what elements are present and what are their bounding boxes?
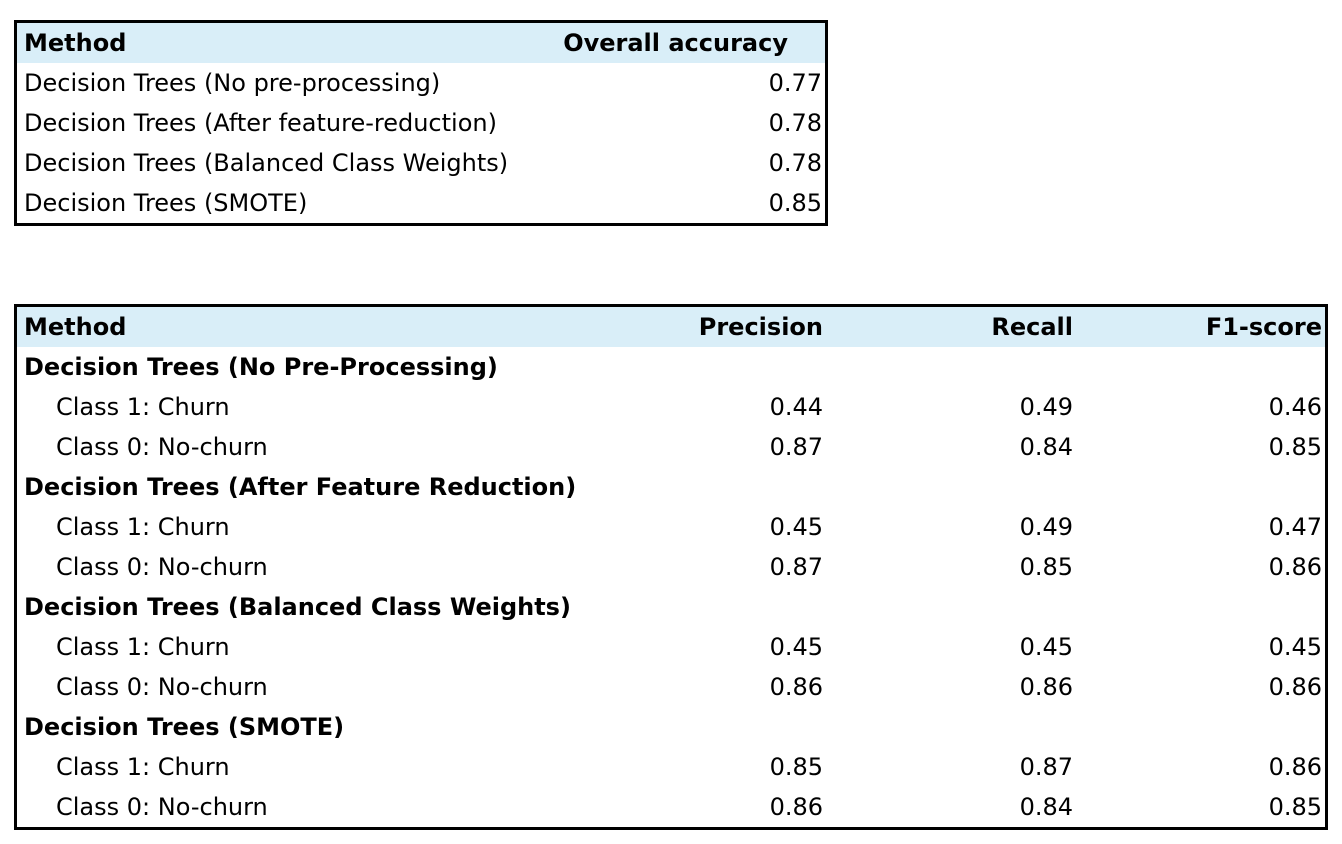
table-row: Decision Trees (Balanced Class Weights) …	[17, 143, 825, 183]
recall-cell: 0.84	[1019, 793, 1073, 821]
precision-cell: 0.45	[769, 513, 823, 541]
table-row: Decision Trees (No pre-processing) 0.77	[17, 63, 825, 103]
header-overall-accuracy: Overall accuracy	[563, 29, 788, 57]
precision-cell: 0.87	[769, 433, 823, 461]
recall-cell: 0.84	[1019, 433, 1073, 461]
class-label: Class 1: Churn	[56, 513, 230, 541]
table-row: Class 1: Churn 0.45 0.49 0.47	[17, 507, 1325, 547]
class-label: Class 0: No-churn	[56, 433, 268, 461]
precision-cell: 0.86	[769, 793, 823, 821]
class-label: Class 0: No-churn	[56, 553, 268, 581]
metrics-table-header: Method Precision Recall F1-score	[17, 307, 1325, 347]
method-cell: Decision Trees (After feature-reduction)	[24, 109, 497, 137]
group-title: Decision Trees (After Feature Reduction)	[24, 473, 577, 501]
header-method: Method	[24, 29, 127, 57]
header-f1-score: F1-score	[1205, 313, 1322, 341]
precision-cell: 0.44	[769, 393, 823, 421]
f1-cell: 0.86	[1268, 553, 1322, 581]
f1-cell: 0.86	[1268, 673, 1322, 701]
class-label: Class 0: No-churn	[56, 673, 268, 701]
class-label: Class 1: Churn	[56, 633, 230, 661]
table-row: Class 0: No-churn 0.87 0.84 0.85	[17, 427, 1325, 467]
class-label: Class 0: No-churn	[56, 793, 268, 821]
table-row: Class 0: No-churn 0.86 0.84 0.85	[17, 787, 1325, 827]
accuracy-table-header: Method Overall accuracy	[17, 23, 825, 63]
precision-cell: 0.87	[769, 553, 823, 581]
f1-cell: 0.47	[1268, 513, 1322, 541]
f1-cell: 0.46	[1268, 393, 1322, 421]
accuracy-table: Method Overall accuracy Decision Trees (…	[14, 20, 828, 226]
method-cell: Decision Trees (No pre-processing)	[24, 69, 441, 97]
f1-cell: 0.45	[1268, 633, 1322, 661]
method-cell: Decision Trees (SMOTE)	[24, 189, 308, 217]
table-row: Class 1: Churn 0.44 0.49 0.46	[17, 387, 1325, 427]
table-row: Decision Trees (After feature-reduction)…	[17, 103, 825, 143]
method-cell: Decision Trees (Balanced Class Weights)	[24, 149, 509, 177]
recall-cell: 0.49	[1019, 513, 1073, 541]
f1-cell: 0.85	[1268, 793, 1322, 821]
precision-cell: 0.45	[769, 633, 823, 661]
table-row: Class 0: No-churn 0.86 0.86 0.86	[17, 667, 1325, 707]
f1-cell: 0.86	[1268, 753, 1322, 781]
table-row: Class 1: Churn 0.85 0.87 0.86	[17, 747, 1325, 787]
table-row: Class 1: Churn 0.45 0.45 0.45	[17, 627, 1325, 667]
precision-cell: 0.85	[769, 753, 823, 781]
recall-cell: 0.87	[1019, 753, 1073, 781]
recall-cell: 0.85	[1019, 553, 1073, 581]
table-row: Class 0: No-churn 0.87 0.85 0.86	[17, 547, 1325, 587]
header-recall: Recall	[991, 313, 1073, 341]
group-header: Decision Trees (No Pre-Processing)	[17, 347, 1325, 387]
group-header: Decision Trees (Balanced Class Weights)	[17, 587, 1325, 627]
accuracy-cell: 0.78	[768, 109, 822, 137]
class-label: Class 1: Churn	[56, 393, 230, 421]
header-precision: Precision	[698, 313, 823, 341]
group-title: Decision Trees (Balanced Class Weights)	[24, 593, 571, 621]
metrics-table: Method Precision Recall F1-score Decisio…	[14, 304, 1328, 830]
group-header: Decision Trees (SMOTE)	[17, 707, 1325, 747]
recall-cell: 0.86	[1019, 673, 1073, 701]
table-row: Decision Trees (SMOTE) 0.85	[17, 183, 825, 223]
precision-cell: 0.86	[769, 673, 823, 701]
recall-cell: 0.45	[1019, 633, 1073, 661]
accuracy-cell: 0.78	[768, 149, 822, 177]
accuracy-cell: 0.85	[768, 189, 822, 217]
group-title: Decision Trees (SMOTE)	[24, 713, 345, 741]
accuracy-cell: 0.77	[768, 69, 822, 97]
f1-cell: 0.85	[1268, 433, 1322, 461]
class-label: Class 1: Churn	[56, 753, 230, 781]
group-title: Decision Trees (No Pre-Processing)	[24, 353, 498, 381]
group-header: Decision Trees (After Feature Reduction)	[17, 467, 1325, 507]
header-method: Method	[24, 313, 127, 341]
recall-cell: 0.49	[1019, 393, 1073, 421]
